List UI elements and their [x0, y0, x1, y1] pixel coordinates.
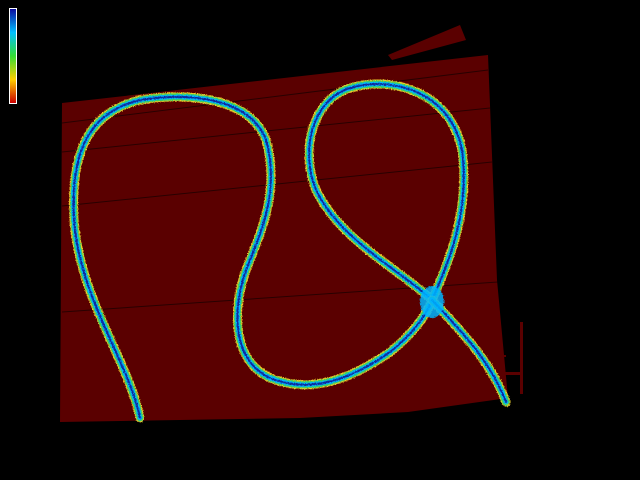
left-loop-curve [69, 92, 437, 423]
left-loop-curve-band [72, 95, 433, 419]
right-teardrop-curve-band [308, 83, 465, 301]
colorbar-legend [9, 8, 17, 104]
height-map-plane [60, 55, 508, 422]
edge-artifacts [488, 322, 523, 394]
curve-group [69, 79, 511, 423]
colorbar-icon [10, 9, 16, 103]
right-teardrop-curve [304, 79, 469, 305]
scan-lines [61, 69, 499, 313]
crossing-junction [420, 286, 444, 318]
stray-fragment [388, 25, 466, 60]
